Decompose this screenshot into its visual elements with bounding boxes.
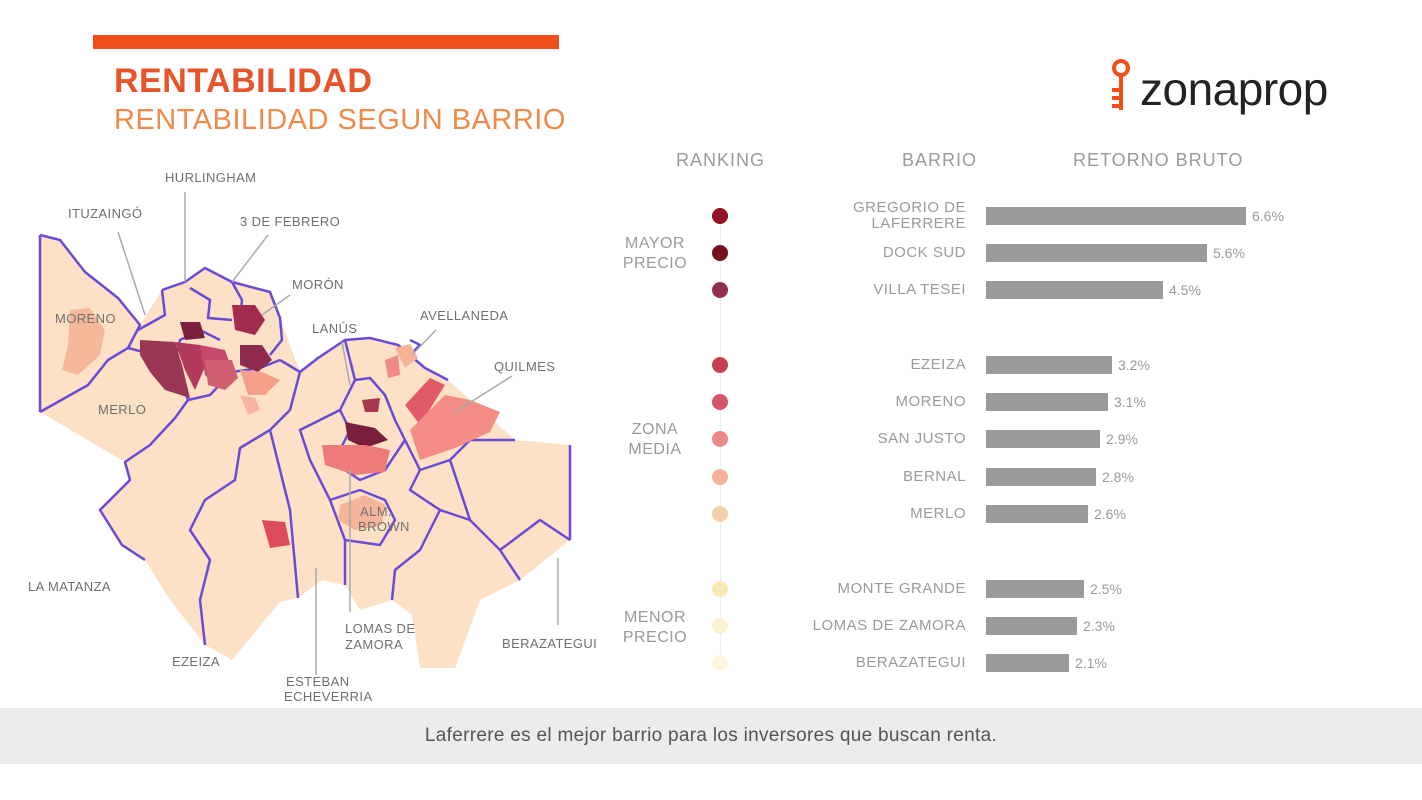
retorno-bar (986, 207, 1246, 225)
col-ranking: RANKING (676, 150, 766, 170)
page-subtitle: RENTABILIDAD SEGUN BARRIO (114, 104, 566, 136)
retorno-bar (986, 244, 1207, 262)
retorno-value: 2.5% (1090, 581, 1122, 597)
group-mayor-line1: MAYOR (625, 235, 685, 252)
barrio-label-line: MERLO (910, 505, 966, 522)
barrio-label: BERAZATEGUI (856, 655, 966, 671)
barrio-label: VILLA TESEI (873, 282, 966, 298)
barrio-label: LOMAS DE ZAMORA (813, 618, 966, 634)
barrio-label: MONTE GRANDE (837, 581, 966, 597)
group-menor-precio: MENOR PRECIO (610, 608, 700, 648)
group-media-line1: ZONA (631, 421, 679, 438)
retorno-bar (986, 580, 1084, 598)
barrio-label-line: LOMAS DE ZAMORA (812, 617, 966, 634)
barrio-label-line: VILLA TESEI (873, 281, 966, 298)
group-menor-line2: PRECIO (622, 629, 688, 646)
label-alm-brown-2: BROWN (358, 519, 410, 534)
logo-text: zonaprop (1140, 63, 1328, 115)
retorno-bar (986, 281, 1163, 299)
barrio-label-line: BERNAL (902, 468, 966, 485)
group-mayor-precio: MAYOR PRECIO (610, 234, 700, 274)
footer-text: Laferrere es el mejor barrio para los in… (424, 725, 998, 746)
label-esteban-echeverria-2: ECHEVERRIA (284, 689, 373, 704)
barrio-label: EZEIZA (910, 357, 966, 373)
barrio-label-line: SAN JUSTO (877, 430, 966, 447)
conurbano-map: ITUZAINGÓ HURLINGHAM 3 DE FEBRERO MORÓN … (28, 170, 597, 704)
map-labels: ITUZAINGÓ HURLINGHAM 3 DE FEBRERO MORÓN … (28, 170, 597, 704)
footer-banner: Laferrere es el mejor barrio para los in… (0, 708, 1422, 764)
group-zona-media: ZONA MEDIA (610, 420, 700, 460)
label-moreno: MORENO (55, 311, 116, 326)
barrio-label: DOCK SUD (883, 245, 966, 261)
barrio-label-line: MORENO (895, 393, 966, 410)
rank-dot (712, 581, 728, 597)
label-lomas-de-zamora: LOMAS DE (345, 621, 415, 636)
key-icon (1112, 59, 1130, 110)
label-merlo: MERLO (98, 402, 146, 417)
retorno-bar (986, 654, 1069, 672)
barrio-label-line: GREGORIO DE (852, 199, 966, 216)
barrio-label-line: LAFERRERE (871, 215, 966, 232)
barrio-label-line: DOCK SUD (882, 244, 966, 261)
label-quilmes: QUILMES (494, 359, 555, 374)
rank-dot (712, 655, 728, 671)
group-media-line2: MEDIA (628, 441, 682, 458)
group-menor-line1: MENOR (623, 609, 687, 626)
retorno-value: 2.1% (1075, 655, 1107, 671)
barrio-label: MERLO (910, 506, 966, 522)
label-hurlingham: HURLINGHAM (165, 170, 256, 185)
rank-dot (712, 357, 728, 373)
col-retorno: RETORNO BRUTO (1073, 150, 1244, 170)
rank-dot (712, 245, 728, 261)
barrio-label: SAN JUSTO (878, 431, 966, 447)
barrio-label-line: EZEIZA (910, 356, 966, 373)
retorno-bar (986, 505, 1088, 523)
retorno-value: 2.3% (1083, 618, 1115, 634)
barrio-label: BERNAL (903, 469, 966, 485)
rank-dot (712, 618, 728, 634)
label-la-matanza: LA MATANZA (28, 579, 111, 594)
barrio-label-line: BERAZATEGUI (855, 654, 966, 671)
retorno-value: 6.6% (1252, 208, 1284, 224)
rank-dot (712, 208, 728, 224)
retorno-value: 5.6% (1213, 245, 1245, 261)
label-ituzaingo: ITUZAINGÓ (68, 206, 142, 221)
label-lanus: LANÚS (312, 321, 357, 336)
barrio-label: GREGORIO DE LAFERRERE (853, 200, 966, 232)
label-lomas-de-zamora-2: ZAMORA (345, 637, 403, 652)
rank-dot (712, 469, 728, 485)
rank-dot (712, 506, 728, 522)
label-3-de-febrero: 3 DE FEBRERO (240, 214, 340, 229)
accent-bar (93, 35, 559, 49)
rank-dot (712, 282, 728, 298)
retorno-bar (986, 430, 1100, 448)
label-ezeiza: EZEIZA (172, 654, 220, 669)
label-esteban-echeverria: ESTEBAN (286, 674, 349, 689)
rank-dot (712, 394, 728, 410)
retorno-value: 2.9% (1106, 431, 1138, 447)
retorno-value: 2.6% (1094, 506, 1126, 522)
map-highlights (62, 305, 500, 548)
retorno-bar (986, 356, 1112, 374)
label-berazategui: BERAZATEGUI (502, 636, 597, 651)
group-mayor-line2: PRECIO (622, 255, 688, 272)
label-avellaneda: AVELLANEDA (420, 308, 508, 323)
retorno-bar (986, 617, 1077, 635)
retorno-value: 3.1% (1114, 394, 1146, 410)
page-title: RENTABILIDAD (114, 62, 373, 100)
map-leader-lines (117, 192, 559, 675)
zonaprop-logo: zonaprop (1106, 58, 1376, 124)
retorno-value: 2.8% (1102, 469, 1134, 485)
barrio-label: MORENO (896, 394, 967, 410)
retorno-bar (986, 468, 1096, 486)
rank-dot (712, 431, 728, 447)
label-alm-brown: ALM. (360, 504, 392, 519)
retorno-bar (986, 393, 1108, 411)
retorno-value: 3.2% (1118, 357, 1150, 373)
barrio-label-line: MONTE GRANDE (837, 580, 966, 597)
col-barrio: BARRIO (902, 150, 978, 170)
label-moron: MORÓN (292, 277, 344, 292)
retorno-value: 4.5% (1169, 282, 1201, 298)
